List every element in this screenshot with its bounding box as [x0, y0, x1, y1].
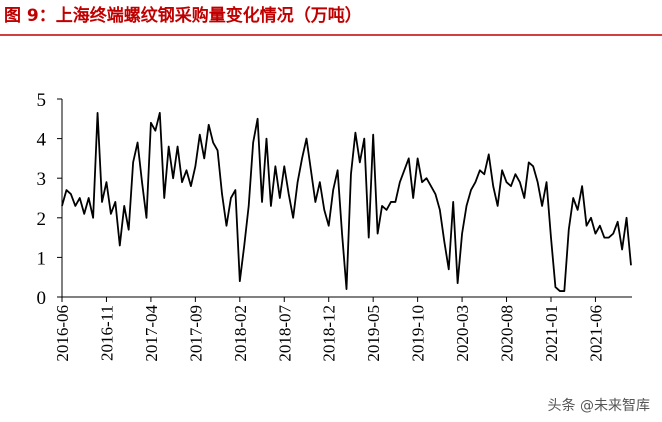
x-tick-label: 2017-09 — [186, 305, 205, 362]
x-tick-label: 2020-08 — [498, 305, 517, 362]
x-tick-label: 2018-07 — [275, 305, 294, 362]
y-tick-label: 2 — [37, 209, 47, 230]
chart-title: 图 9：上海终端螺纹钢采购量变化情况（万吨） — [4, 5, 362, 26]
y-tick-label: 0 — [37, 288, 47, 309]
x-tick-label: 2018-02 — [231, 305, 250, 362]
y-tick-label: 4 — [37, 130, 47, 151]
watermark: 头条 @未来智库 — [548, 397, 650, 414]
y-tick-label: 5 — [37, 90, 47, 111]
x-tick-label: 2021-01 — [542, 305, 561, 362]
x-tick-label: 2019-05 — [364, 305, 383, 362]
x-tick-label: 2020-03 — [453, 305, 472, 362]
y-tick-label: 1 — [37, 248, 47, 269]
x-tick-label: 2016-06 — [53, 305, 72, 362]
x-tick-label: 2017-04 — [142, 305, 161, 362]
x-tick-label: 2016-11 — [97, 305, 116, 361]
data-line — [61, 111, 632, 292]
x-tick-label: 2021-06 — [586, 305, 605, 362]
x-tick-label: 2018-12 — [320, 305, 339, 362]
y-tick-label: 3 — [37, 169, 47, 190]
x-tick-label: 2019-10 — [409, 305, 428, 362]
